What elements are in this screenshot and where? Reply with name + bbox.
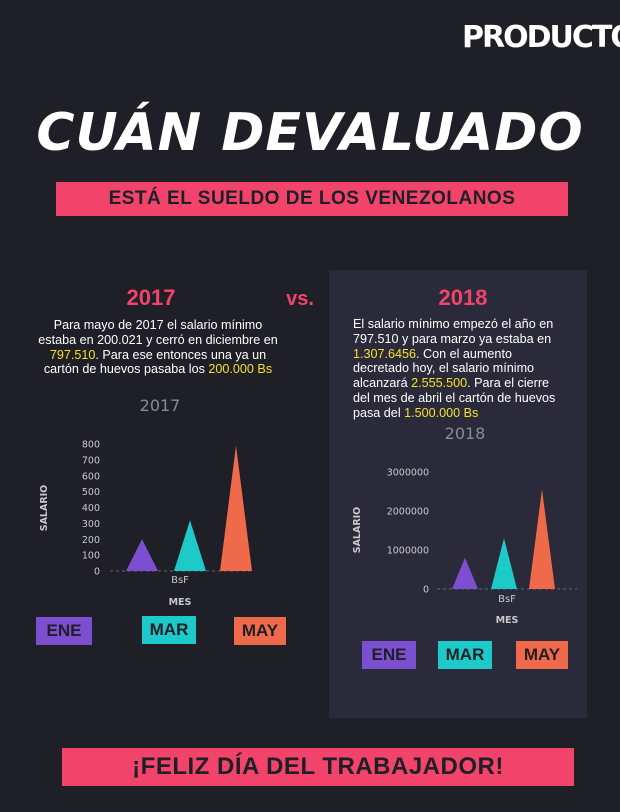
data-peak-ene: [452, 557, 478, 589]
footer-banner: ¡FELIZ DÍA DEL TRABAJADOR!: [62, 748, 574, 786]
legend-ene-2017: ENE: [36, 617, 92, 645]
legend-ene-2018: ENE: [362, 641, 416, 669]
y-tick-label: 0: [94, 567, 100, 578]
paragraph-text: . Para el cierre del mes de abril el car…: [353, 376, 556, 420]
data-peak-mar: [491, 538, 517, 589]
y-tick-label: 600: [82, 471, 100, 482]
data-peak-ene: [126, 539, 158, 571]
subtitle-banner: ESTÁ EL SUELDO DE LOS VENEZOLANOS: [56, 182, 568, 216]
y-tick-label: 0: [423, 585, 429, 596]
y-axis-title: SALARIO: [39, 485, 50, 532]
paragraph-text: . Con el aumento decretado hoy, el salar…: [353, 346, 535, 391]
legend-mar-2017: MAR: [142, 616, 196, 644]
subtitle-text: ESTÁ EL SUELDO DE LOS VENEZOLANOS: [108, 188, 516, 209]
y-tick-label: 500: [82, 487, 100, 498]
highlight-value: 200.000 Bs: [208, 362, 273, 377]
y-tick-label: 100: [82, 551, 100, 562]
legend-may-2017: MAY: [234, 617, 286, 645]
x-tick-label: BsF: [171, 575, 189, 586]
chart-2018-title: 2018: [444, 424, 486, 443]
x-axis-title: MES: [496, 615, 519, 626]
y-tick-label: 700: [82, 455, 100, 466]
highlight-value: 1.307.6456: [353, 346, 417, 361]
highlight-value: 1.500.000 Bs: [404, 405, 479, 420]
vs-label: vs.: [286, 288, 314, 310]
legend-mar-2018: MAR: [438, 641, 492, 669]
data-peak-may: [529, 489, 555, 589]
chart-2017-title: 2017: [139, 396, 181, 415]
y-tick-label: 3000000: [387, 468, 429, 479]
y-axis-title: SALARIO: [352, 507, 363, 554]
chart-2017: 800 700 600 500 400 300 200 100 0 BsF MES SALARIO: [39, 440, 252, 608]
paragraph-text: El salario mínimo empezó el año en 797.5…: [353, 317, 554, 346]
legend-may-2018: MAY: [516, 641, 568, 669]
y-tick-label: 1000000: [387, 546, 429, 557]
paragraph-text: Para mayo de 2017 el salario mínimo esta…: [38, 318, 278, 347]
x-axis-title: MES: [169, 597, 192, 608]
data-peak-mar: [174, 520, 206, 571]
footer-text: ¡FELIZ DÍA DEL TRABAJADOR!: [132, 753, 504, 780]
x-tick-label: BsF: [498, 594, 516, 605]
y-tick-label: 200: [82, 535, 100, 546]
year-2017-heading: 2017: [126, 285, 176, 310]
y-tick-label: 400: [82, 503, 100, 514]
y-tick-label: 800: [82, 440, 100, 451]
producto-logo: PRODUCTO: [462, 20, 620, 55]
paragraph-text: . Para ese entonces una ya un cartón de …: [43, 347, 267, 377]
highlight-value: 2.555.500: [411, 376, 468, 391]
y-tick-label: 2000000: [387, 507, 429, 518]
paragraph-2018: El salario mínimo empezó el año en 797.5…: [353, 317, 567, 421]
chart-2018: 3000000 2000000 1000000 0 BsF MES SALARIO: [352, 468, 577, 626]
data-peak-may: [220, 445, 252, 571]
year-2018-heading: 2018: [438, 285, 488, 310]
page-title: CUÁN DEVALUADO: [36, 103, 584, 163]
y-tick-label: 300: [82, 519, 100, 530]
highlight-value: 797.510: [49, 347, 96, 362]
paragraph-2017: Para mayo de 2017 el salario mínimo esta…: [36, 318, 280, 377]
